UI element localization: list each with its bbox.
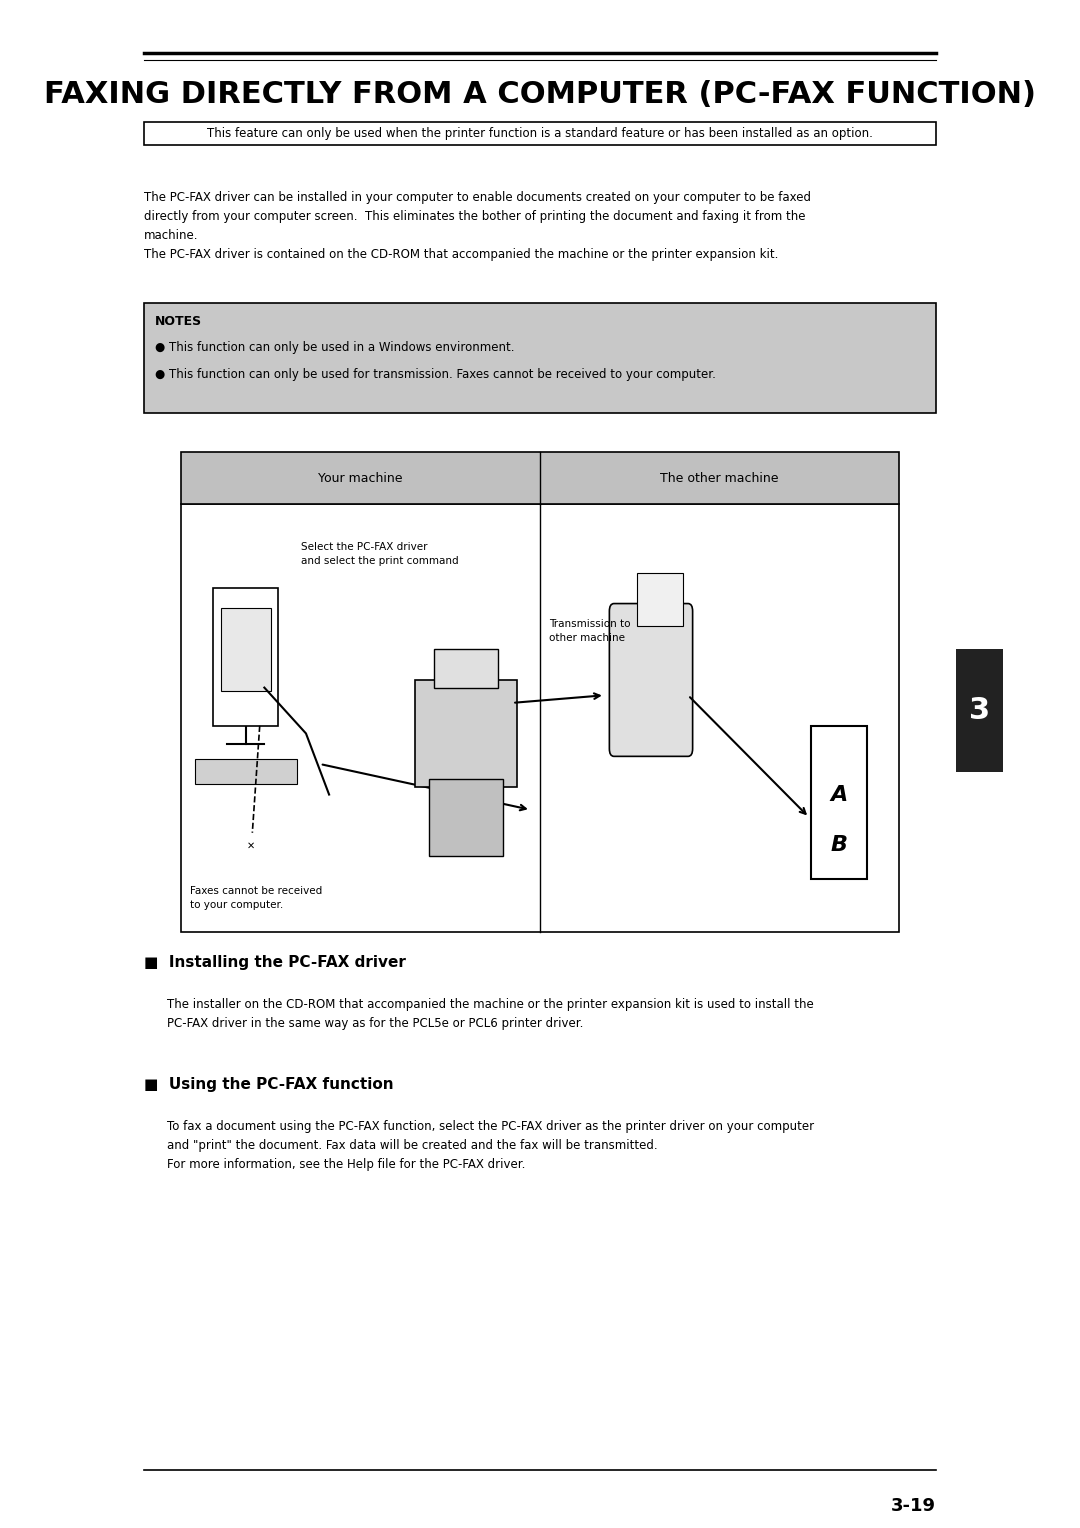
FancyBboxPatch shape [415,680,517,787]
Text: 3-19: 3-19 [891,1497,936,1516]
FancyBboxPatch shape [956,649,1002,772]
Text: ● This function can only be used for transmission. Faxes cannot be received to y: ● This function can only be used for tra… [156,368,716,382]
Text: 3: 3 [969,697,990,724]
Text: To fax a document using the PC-FAX function, select the PC-FAX driver as the pri: To fax a document using the PC-FAX funct… [167,1120,814,1170]
FancyBboxPatch shape [609,604,692,756]
Text: Transmission to
other machine: Transmission to other machine [550,619,631,643]
FancyBboxPatch shape [214,588,279,726]
FancyBboxPatch shape [144,122,936,145]
Text: The PC-FAX driver can be installed in your computer to enable documents created : The PC-FAX driver can be installed in yo… [144,191,811,261]
Text: ● This function can only be used in a Windows environment.: ● This function can only be used in a Wi… [156,341,515,354]
Text: ✕: ✕ [246,840,255,851]
FancyBboxPatch shape [144,303,936,413]
FancyBboxPatch shape [221,608,271,691]
FancyBboxPatch shape [195,759,297,784]
Text: A: A [242,637,249,646]
Text: FAXING DIRECTLY FROM A COMPUTER (PC-FAX FUNCTION): FAXING DIRECTLY FROM A COMPUTER (PC-FAX … [44,81,1036,108]
Text: Faxes cannot be received
to your computer.: Faxes cannot be received to your compute… [190,886,323,911]
Text: A: A [831,784,848,805]
Text: B: B [831,834,848,856]
Text: ■  Using the PC-FAX function: ■ Using the PC-FAX function [144,1077,394,1093]
Text: NOTES: NOTES [156,315,202,329]
FancyBboxPatch shape [181,504,899,932]
Text: The installer on the CD-ROM that accompanied the machine or the printer expansio: The installer on the CD-ROM that accompa… [167,998,814,1030]
Text: Your machine: Your machine [319,472,403,484]
Text: B: B [242,663,249,672]
Text: This feature can only be used when the printer function is a standard feature or: This feature can only be used when the p… [207,127,873,141]
FancyBboxPatch shape [811,726,866,879]
FancyBboxPatch shape [429,779,503,856]
Text: The other machine: The other machine [660,472,779,484]
Text: ■  Installing the PC-FAX driver: ■ Installing the PC-FAX driver [144,955,406,970]
Text: Select the PC-FAX driver
and select the print command: Select the PC-FAX driver and select the … [301,542,459,567]
FancyBboxPatch shape [637,573,684,626]
FancyBboxPatch shape [434,649,498,688]
FancyBboxPatch shape [181,452,899,504]
